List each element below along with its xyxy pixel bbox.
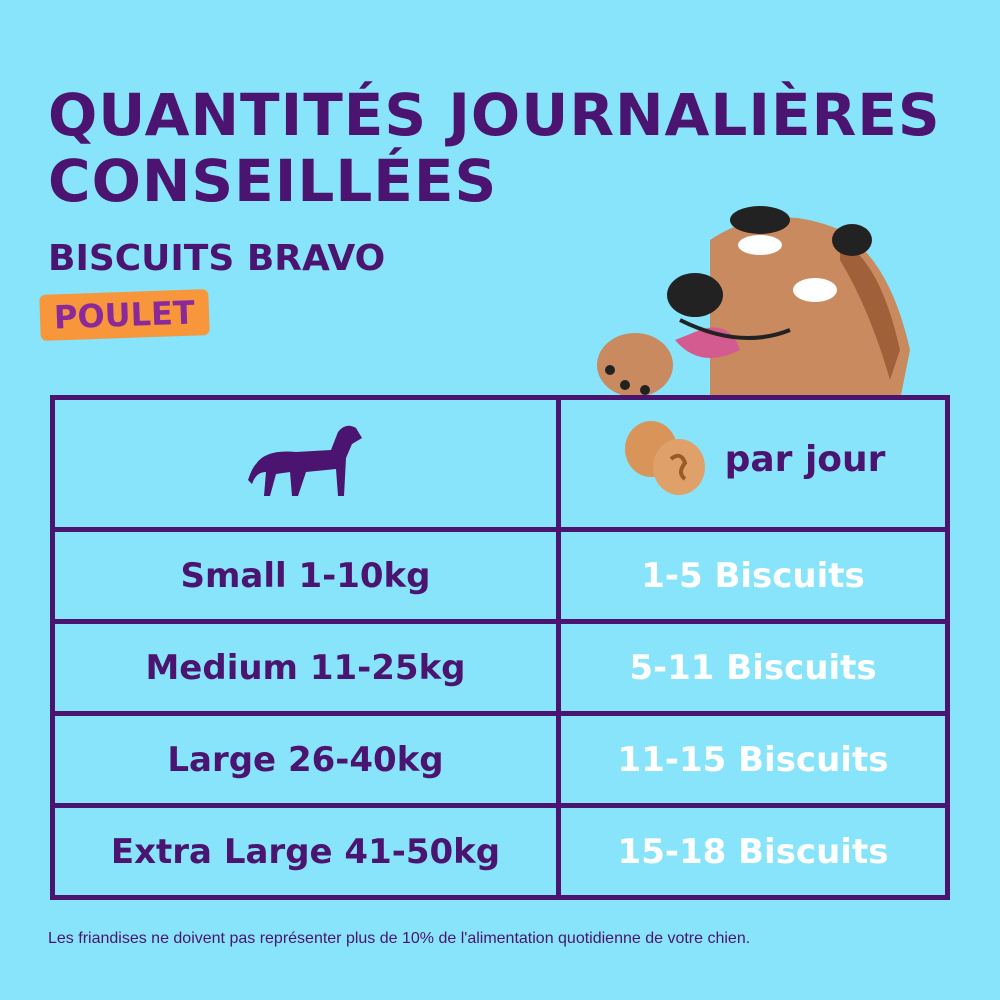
dog-size-cell: Small 1-10kg [50, 527, 561, 624]
table-row: Extra Large 41-50kg 15-18 Biscuits [50, 803, 950, 900]
amount-cell: 5-11 Biscuits [556, 619, 950, 716]
flavor-badge: POULET [39, 289, 210, 341]
title-line-1: Quantités journalières [48, 81, 941, 149]
dog-size-cell: Medium 11-25kg [50, 619, 561, 716]
table-row: Medium 11-25kg 5-11 Biscuits [50, 619, 950, 716]
amount-cell: 15-18 Biscuits [556, 803, 950, 900]
amount-cell: 1-5 Biscuits [556, 527, 950, 624]
per-day-label: par jour [724, 438, 886, 480]
table-row: Large 26-40kg 11-15 Biscuits [50, 711, 950, 808]
page-title: Quantités journalières conseillées [48, 82, 941, 214]
biscuit-icon [624, 421, 705, 495]
amount-cell: 11-15 Biscuits [556, 711, 950, 808]
title-line-2: conseillées [48, 147, 498, 215]
dog-size-cell: Large 26-40kg [50, 711, 561, 808]
table-header-row: par jour [50, 395, 950, 532]
dog-size-header [50, 395, 561, 532]
disclaimer-footer: Les friandises ne doivent pas représente… [48, 930, 751, 947]
product-subtitle: BISCUITS BRAVO [48, 238, 386, 279]
dog-illustration-icon [597, 206, 910, 400]
table-row: Small 1-10kg 1-5 Biscuits [50, 527, 950, 624]
dog-silhouette-icon [247, 425, 362, 496]
dog-size-cell: Extra Large 41-50kg [50, 803, 561, 900]
feeding-table: par jour Small 1-10kg 1-5 Biscuits Medium… [50, 395, 950, 900]
per-day-header: par jour [556, 395, 950, 532]
